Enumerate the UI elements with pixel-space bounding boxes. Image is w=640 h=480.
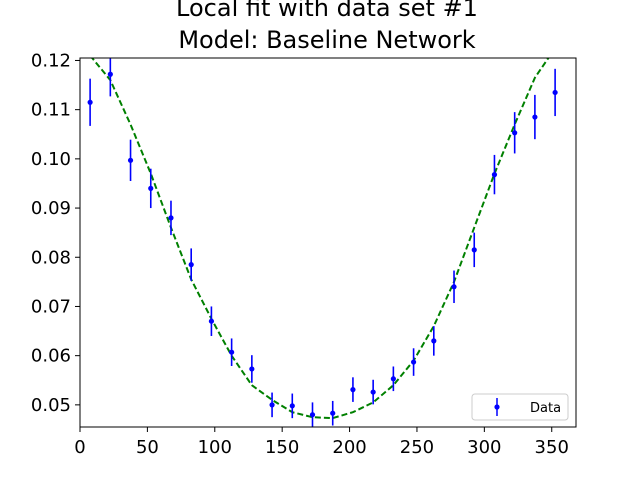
x-tick-label: 50 — [136, 437, 159, 458]
data-point — [148, 185, 154, 191]
x-tick-label: 300 — [467, 437, 501, 458]
data-point — [249, 366, 255, 372]
x-tick-label: 250 — [400, 437, 434, 458]
legend-marker — [494, 404, 500, 410]
data-point — [289, 403, 295, 409]
y-tick-label: 0.05 — [31, 395, 71, 416]
data-point — [471, 247, 477, 253]
data-point — [512, 130, 518, 136]
data-point — [127, 157, 134, 163]
data-point — [168, 215, 174, 221]
y-axis: 0.05 0.06 0.07 0.08 0.09 0.10 0.11 0.12 — [31, 50, 80, 416]
data-point — [208, 318, 215, 324]
data-point — [451, 284, 457, 290]
data-point — [410, 359, 417, 365]
chart-title-line1: Local fit with data set #1 — [176, 0, 478, 22]
data-point — [87, 99, 93, 105]
data-point — [552, 89, 558, 96]
x-tick-label: 100 — [198, 437, 232, 458]
data-point — [532, 114, 538, 120]
y-tick-label: 0.07 — [31, 296, 71, 317]
plot-frame — [79, 57, 577, 428]
fit-line — [90, 58, 550, 420]
data-point — [350, 387, 356, 393]
x-tick-label: 200 — [332, 437, 366, 458]
legend: Data — [471, 393, 569, 421]
x-tick-label: 0 — [74, 437, 85, 458]
data-point — [390, 376, 396, 382]
legend-box — [471, 393, 569, 421]
legend-label-data: Data — [530, 401, 561, 416]
data-point — [370, 389, 376, 395]
y-tick-label: 0.11 — [31, 100, 71, 121]
data-point — [491, 172, 498, 178]
x-axis: 0 50 100 150 200 250 300 350 — [74, 427, 569, 458]
y-tick-label: 0.09 — [31, 198, 71, 219]
data-point — [107, 71, 113, 77]
data-point — [309, 412, 316, 418]
data-point — [229, 349, 235, 355]
x-tick-label: 150 — [265, 437, 299, 458]
fit-line-layer — [90, 58, 550, 420]
data-point — [188, 262, 194, 268]
data-point — [269, 402, 275, 408]
x-tick-label: 350 — [535, 437, 569, 458]
y-tick-label: 0.06 — [31, 346, 71, 367]
data-point — [330, 410, 336, 416]
chart-title-line2: Model: Baseline Network — [178, 26, 475, 54]
data-point — [431, 338, 437, 344]
y-tick-label: 0.10 — [31, 149, 71, 170]
y-tick-label: 0.12 — [31, 50, 71, 71]
data-points-layer — [87, 58, 558, 427]
y-tick-label: 0.08 — [31, 247, 71, 268]
